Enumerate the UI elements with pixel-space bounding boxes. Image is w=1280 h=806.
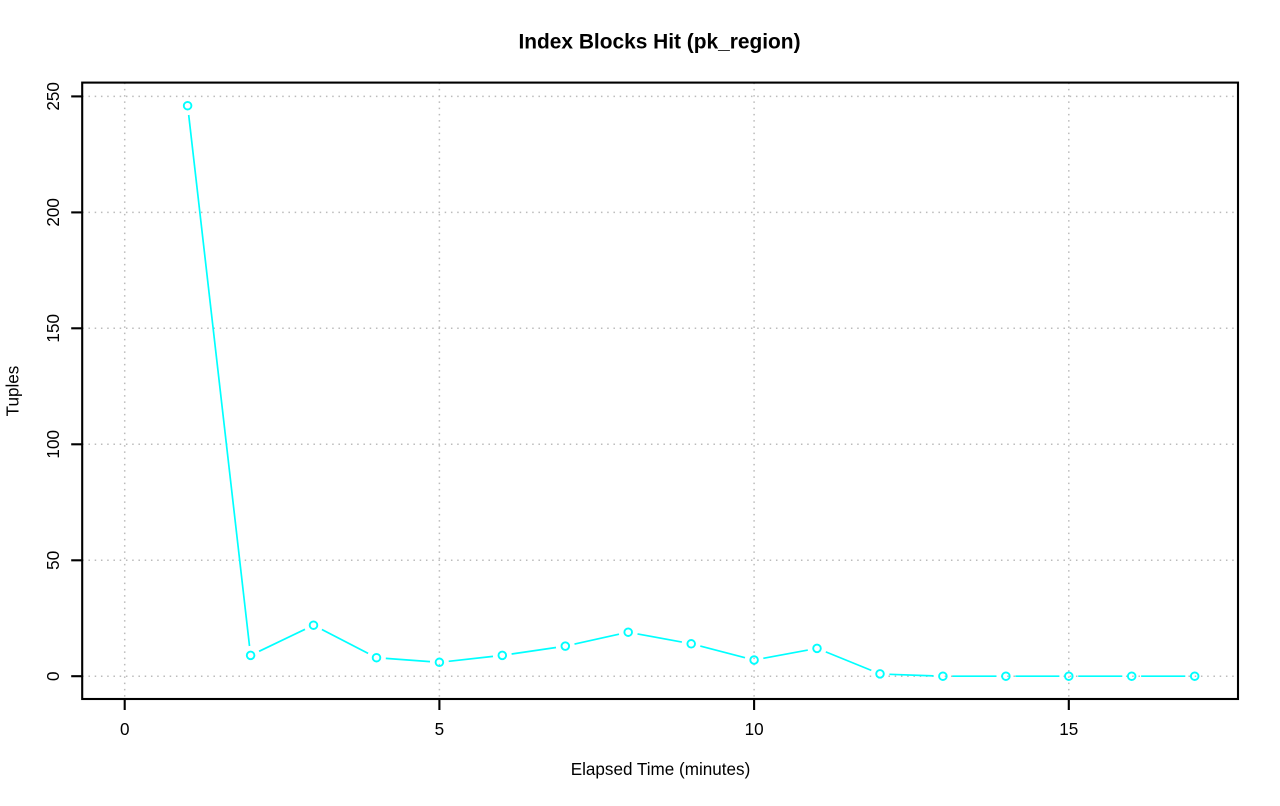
svg-text:Elapsed Time (minutes): Elapsed Time (minutes) bbox=[571, 760, 751, 779]
svg-text:10: 10 bbox=[745, 720, 764, 739]
svg-text:200: 200 bbox=[44, 198, 63, 227]
svg-text:0: 0 bbox=[120, 720, 130, 739]
svg-text:Tuples: Tuples bbox=[4, 366, 23, 417]
svg-text:100: 100 bbox=[44, 430, 63, 459]
svg-text:15: 15 bbox=[1059, 720, 1078, 739]
svg-text:150: 150 bbox=[44, 314, 63, 343]
svg-text:250: 250 bbox=[44, 82, 63, 111]
svg-text:50: 50 bbox=[44, 551, 63, 570]
svg-text:Index Blocks Hit (pk_region): Index Blocks Hit (pk_region) bbox=[518, 31, 800, 54]
svg-text:5: 5 bbox=[435, 720, 445, 739]
svg-text:0: 0 bbox=[44, 671, 63, 681]
